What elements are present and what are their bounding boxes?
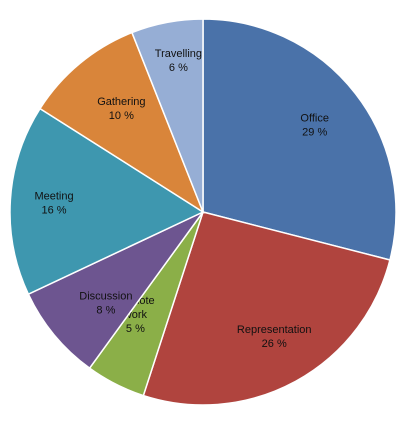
pie-slice-travelling xyxy=(130,18,204,213)
pie-label-gathering-1: Gathering xyxy=(97,96,145,108)
pie-slice-gathering xyxy=(39,31,205,214)
pie-label-office-2: 29 % xyxy=(302,126,327,138)
pie-label-remote-3: 5 % xyxy=(126,323,145,335)
pie-label-travelling-1: Travelling xyxy=(155,48,202,60)
pie-label-representation-2: 26 % xyxy=(262,338,287,350)
pie-label-meeting-2: 16 % xyxy=(41,205,66,217)
pie-slice-meeting xyxy=(9,107,205,296)
pie-slice-discussion xyxy=(27,211,204,370)
pie-label-representation-1: Representation xyxy=(237,324,312,336)
pie-label-discussion-2: 8 % xyxy=(96,305,115,317)
pie-label-gathering-2: 10 % xyxy=(109,110,134,122)
pie-label-discussion-1: Discussion xyxy=(79,291,132,303)
pie-slice-office xyxy=(202,18,397,261)
pie-label-meeting-1: Meeting xyxy=(34,191,73,203)
pie-slice-representation xyxy=(142,211,391,406)
pie-label-travelling-2: 6 % xyxy=(169,62,188,74)
pie-label-office-1: Office xyxy=(300,112,329,124)
